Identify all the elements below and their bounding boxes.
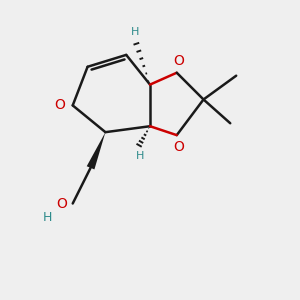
Text: H: H — [43, 211, 52, 224]
Text: H: H — [135, 152, 144, 161]
Text: O: O — [56, 196, 67, 211]
Text: O: O — [173, 140, 184, 154]
Text: O: O — [173, 54, 184, 68]
Text: O: O — [54, 98, 65, 112]
Polygon shape — [87, 132, 105, 170]
Text: H: H — [131, 27, 139, 37]
